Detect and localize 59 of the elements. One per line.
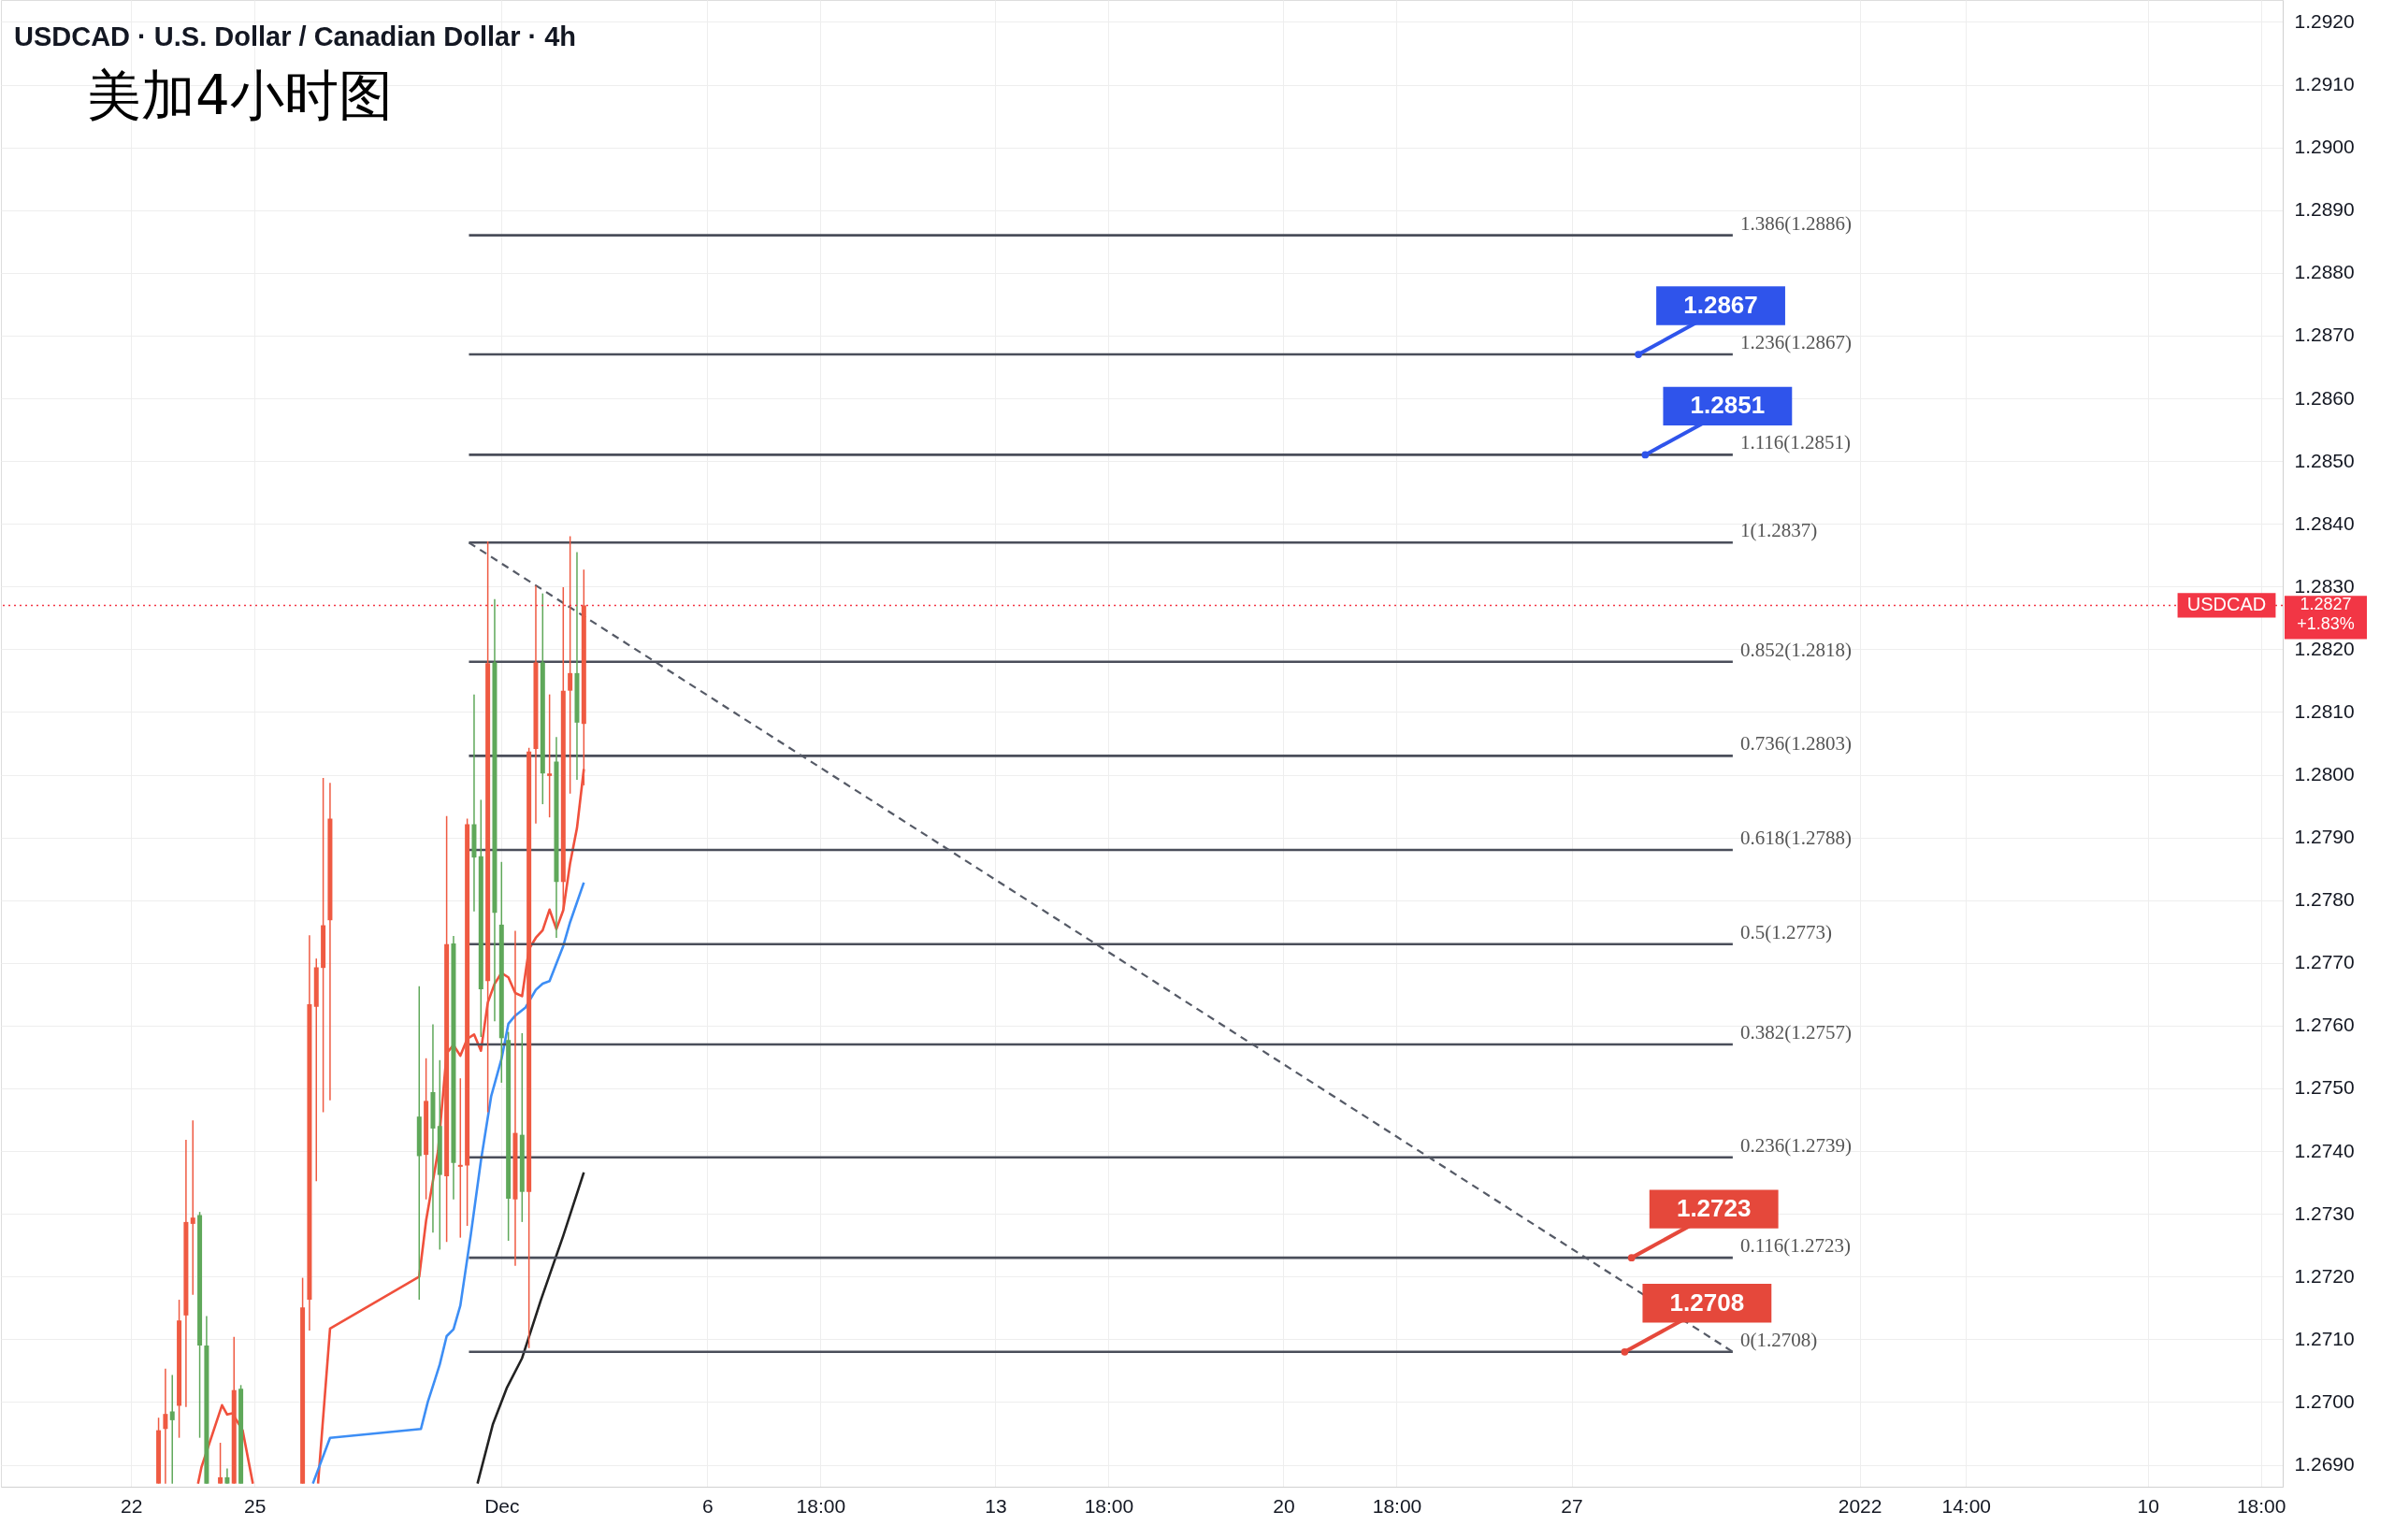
- y-tick-label: 1.2760: [2294, 1014, 2355, 1036]
- data-label: 1.2867: [1683, 291, 1758, 320]
- data-label: 1.2708: [1669, 1288, 1745, 1317]
- x-tick-label: 18:00: [796, 1494, 846, 1517]
- annotation: 0.618(1.2788): [1739, 827, 1852, 850]
- x-tick-label: 14:00: [1941, 1494, 1992, 1517]
- y-tick-label: 1.2880: [2294, 261, 2355, 283]
- x-tick-label: 25: [244, 1494, 267, 1517]
- y-tick-label: 1.2920: [2294, 9, 2355, 32]
- y-tick-label: 1.2780: [2294, 888, 2355, 911]
- x-tick-label: 13: [985, 1494, 1007, 1517]
- y-tick-label: 1.2860: [2294, 386, 2355, 409]
- y-tick-label: 1.2820: [2294, 637, 2355, 659]
- text: 美加4小时图: [87, 64, 393, 127]
- annotation: 0.116(1.2723): [1739, 1234, 1852, 1258]
- y-tick-label: 1.2900: [2294, 136, 2355, 158]
- y-tick-label: 1.2690: [2294, 1453, 2355, 1475]
- y-tick-label: 1.2710: [2294, 1327, 2355, 1349]
- y-tick-label: 1.2770: [2294, 951, 2355, 973]
- x-tick-label: 18:00: [1084, 1494, 1134, 1517]
- annotation: 1.236(1.2867): [1739, 331, 1852, 354]
- y-tick-label: 1.2800: [2294, 763, 2355, 785]
- x-tick-label: 6: [702, 1494, 714, 1517]
- x-tick-label: Dec: [484, 1494, 520, 1517]
- y-tick-label: 1.2720: [2294, 1264, 2355, 1287]
- y-tick-label: 1.2810: [2294, 699, 2355, 722]
- y-tick-label: 1.2790: [2294, 826, 2355, 848]
- y-tick-label: 1.2850: [2294, 449, 2355, 471]
- annotation: 1.386(1.2886): [1739, 211, 1852, 235]
- annotation: 1(1.2837): [1739, 519, 1818, 542]
- annotation: 0.382(1.2757): [1739, 1021, 1852, 1044]
- data-label: 1.2723: [1676, 1194, 1752, 1223]
- y-tick-label: 1.2830: [2294, 574, 2355, 597]
- y-tick-label: 1.2730: [2294, 1202, 2355, 1224]
- y-tick-label: 1.2890: [2294, 198, 2355, 221]
- annotation: 1.116(1.2851): [1739, 431, 1852, 454]
- data-label: 1.2851: [1690, 391, 1766, 420]
- y-tick-label: 1.2840: [2294, 511, 2355, 534]
- y-tick-label: 1.2870: [2294, 324, 2355, 346]
- annotation: 0.5(1.2773): [1739, 920, 1832, 943]
- text: +1.83%: [2297, 614, 2355, 634]
- y-tick-label: 1.2910: [2294, 73, 2355, 95]
- x-tick-label: 18:00: [1372, 1494, 1422, 1517]
- x-tick-label: 20: [1273, 1494, 1295, 1517]
- annotation: 0(1.2708): [1739, 1328, 1818, 1351]
- annotation: 0.736(1.2803): [1739, 732, 1852, 756]
- y-tick-label: 1.2700: [2294, 1389, 2355, 1412]
- annotation: 0.852(1.2818): [1739, 638, 1852, 661]
- annotation: 0.236(1.2739): [1739, 1133, 1852, 1157]
- x-tick-label: 22: [121, 1494, 143, 1517]
- x-tick-label: 2022: [1838, 1494, 1882, 1517]
- y-tick-label: 1.2750: [2294, 1076, 2355, 1099]
- text: 1.2827: [2300, 595, 2352, 614]
- ref-line-label: USDCAD: [2186, 594, 2267, 615]
- text: USDCAD · U.S. Dollar / Canadian Dollar · 4h: [14, 22, 577, 51]
- x-tick-label: 18:00: [2236, 1494, 2286, 1517]
- x-tick-label: 10: [2137, 1494, 2159, 1517]
- x-tick-label: 27: [1561, 1494, 1583, 1517]
- y-tick-label: 1.2740: [2294, 1139, 2355, 1161]
